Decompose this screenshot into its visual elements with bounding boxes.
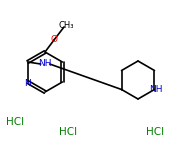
Text: CH₃: CH₃ — [58, 20, 74, 29]
Text: N: N — [24, 79, 31, 87]
Text: NH: NH — [38, 60, 51, 68]
Text: O: O — [51, 35, 58, 45]
Text: NH: NH — [149, 85, 162, 94]
Text: HCl: HCl — [6, 117, 24, 127]
Text: HCl: HCl — [146, 127, 164, 137]
Text: HCl: HCl — [59, 127, 77, 137]
